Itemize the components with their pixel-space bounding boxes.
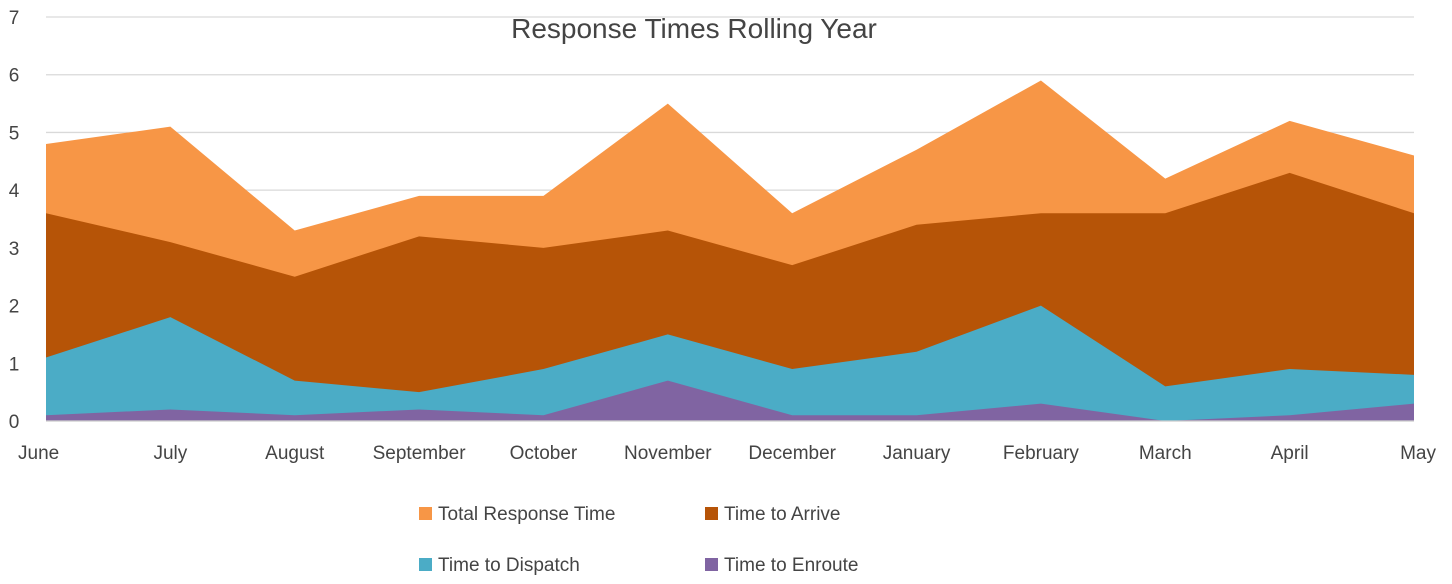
x-tick-label: October: [510, 443, 578, 464]
x-tick-label: March: [1139, 443, 1192, 464]
x-tick-label: December: [748, 443, 836, 464]
legend-item-3: Time to Enroute: [705, 555, 858, 576]
y-tick-label: 6: [9, 66, 20, 87]
x-tick-label: August: [265, 443, 325, 464]
x-tick-label: June: [18, 443, 59, 464]
legend-label: Time to Enroute: [724, 555, 858, 576]
legend-label: Total Response Time: [438, 504, 615, 525]
legend-item-0: Total Response Time: [419, 504, 615, 525]
x-tick-label: July: [153, 443, 187, 464]
area-series-2: [46, 305, 1414, 421]
legend-item-2: Time to Dispatch: [419, 555, 580, 576]
plot-areas: [46, 80, 1414, 421]
x-tick-label: September: [373, 443, 467, 464]
area-series-3: [46, 380, 1414, 421]
legend: Total Response Time Time to Arrive Time to…: [419, 504, 858, 576]
legend-item-1: Time to Arrive: [705, 504, 841, 525]
legend-swatch: [705, 507, 718, 520]
y-tick-label: 7: [9, 8, 20, 29]
y-tick-label: 2: [9, 297, 20, 318]
legend-label: Time to Arrive: [724, 504, 841, 525]
legend-label: Time to Dispatch: [438, 555, 580, 576]
x-tick-label: April: [1271, 443, 1309, 464]
x-tick-label: May: [1400, 443, 1436, 464]
y-tick-label: 0: [9, 412, 20, 433]
y-tick-label: 3: [9, 239, 20, 260]
axes: 0 1 2 3 4 5 6 7 June July August September October No…: [9, 8, 1437, 464]
x-tick-label: November: [624, 443, 712, 464]
x-tick-label: February: [1003, 443, 1080, 464]
legend-swatch: [419, 507, 432, 520]
x-tick-label: January: [883, 443, 951, 464]
legend-swatch: [419, 558, 432, 571]
y-tick-label: 4: [9, 181, 20, 202]
y-tick-label: 5: [9, 123, 20, 144]
chart-title: Response Times Rolling Year: [511, 13, 877, 44]
y-tick-label: 1: [9, 354, 20, 375]
legend-swatch: [705, 558, 718, 571]
